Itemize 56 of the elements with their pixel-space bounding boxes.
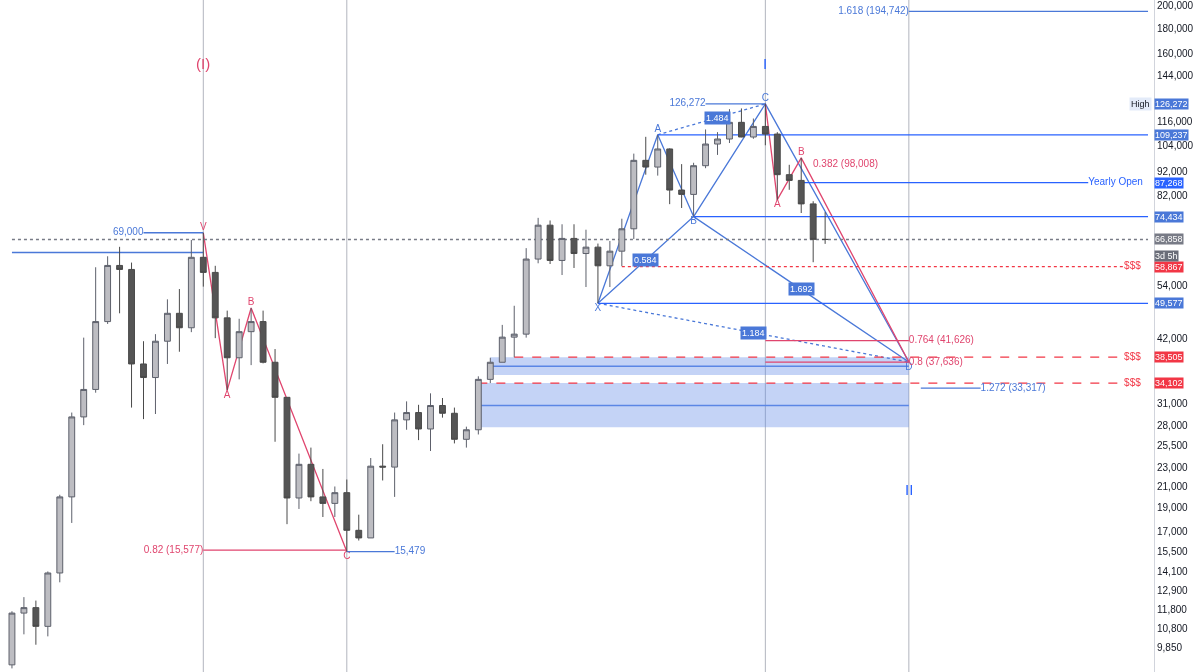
y-tick-label: 9,850: [1157, 642, 1183, 654]
y-tick-label: 82,000: [1157, 190, 1189, 202]
y-tick-label: 54,000: [1157, 279, 1189, 291]
data-label: $$$: [1124, 376, 1142, 388]
annotation: High: [1131, 99, 1150, 109]
data-label: A: [654, 123, 662, 135]
y-tick-label: 14,100: [1157, 565, 1189, 577]
y-tick-label: 87,268: [1155, 178, 1183, 188]
y-tick-label: 126,272: [1155, 99, 1188, 109]
y-tick-label: 180,000: [1157, 22, 1194, 34]
data-label: 15,479: [394, 545, 426, 557]
y-tick-label: 49,577: [1155, 298, 1183, 308]
annotation: (I): [196, 55, 211, 72]
annotation: 3d 5h: [1155, 251, 1178, 261]
y-tick-label: 92,000: [1157, 165, 1189, 177]
data-label: B: [797, 146, 805, 158]
data-label: Yearly Open: [1088, 176, 1143, 188]
y-tick-label: 42,000: [1157, 333, 1189, 345]
y-tick-label: 12,900: [1157, 584, 1189, 596]
annotation: 0.382 (98,008): [813, 158, 879, 169]
y-tick-label: 200,000: [1157, 0, 1194, 12]
y-tick-label: 109,237: [1155, 130, 1188, 140]
annotation: I: [763, 55, 768, 72]
y-tick-label: 21,000: [1157, 480, 1189, 492]
data-label: A: [773, 198, 781, 210]
data-label: 126,272: [669, 97, 706, 109]
data-label: $$$: [1124, 350, 1142, 362]
y-tick-label: 11,800: [1157, 603, 1188, 615]
data-label: 0.764 (41,626): [908, 334, 974, 346]
y-tick-label: 74,434: [1155, 212, 1183, 222]
data-label: 69,000: [112, 226, 144, 238]
y-tick-label: 17,000: [1157, 526, 1189, 538]
data-label: B: [247, 296, 255, 308]
y-tick-label: 28,000: [1157, 419, 1189, 431]
y-tick-label: 160,000: [1157, 47, 1194, 59]
data-label: 1.272 (33,317): [980, 381, 1046, 393]
y-tick-label: 116,000: [1157, 116, 1193, 128]
data-label: 1.618 (194,742): [838, 4, 909, 16]
y-tick-label: 144,000: [1157, 70, 1194, 82]
y-tick-label: 104,000: [1157, 139, 1194, 151]
y-tick-label: 19,000: [1157, 502, 1189, 514]
y-tick-label: 23,000: [1157, 461, 1189, 473]
y-tick-label: 25,500: [1157, 439, 1189, 451]
y-tick-label: 34,102: [1155, 378, 1183, 388]
data-label: 0.82 (15,577): [143, 543, 204, 555]
data-label: $$$: [1124, 260, 1142, 272]
y-tick-label: 10,800: [1157, 622, 1189, 634]
y-tick-label: 58,867: [1155, 262, 1183, 272]
y-tick-label: 15,500: [1157, 545, 1189, 557]
annotation: II: [905, 481, 914, 498]
data-label: C: [761, 92, 769, 104]
data-label: A: [223, 388, 231, 400]
data-label: V: [199, 221, 207, 233]
y-tick-label: 38,505: [1155, 352, 1183, 362]
y-tick-label: 66,858: [1155, 234, 1183, 244]
y-tick-label: 31,000: [1157, 397, 1189, 409]
